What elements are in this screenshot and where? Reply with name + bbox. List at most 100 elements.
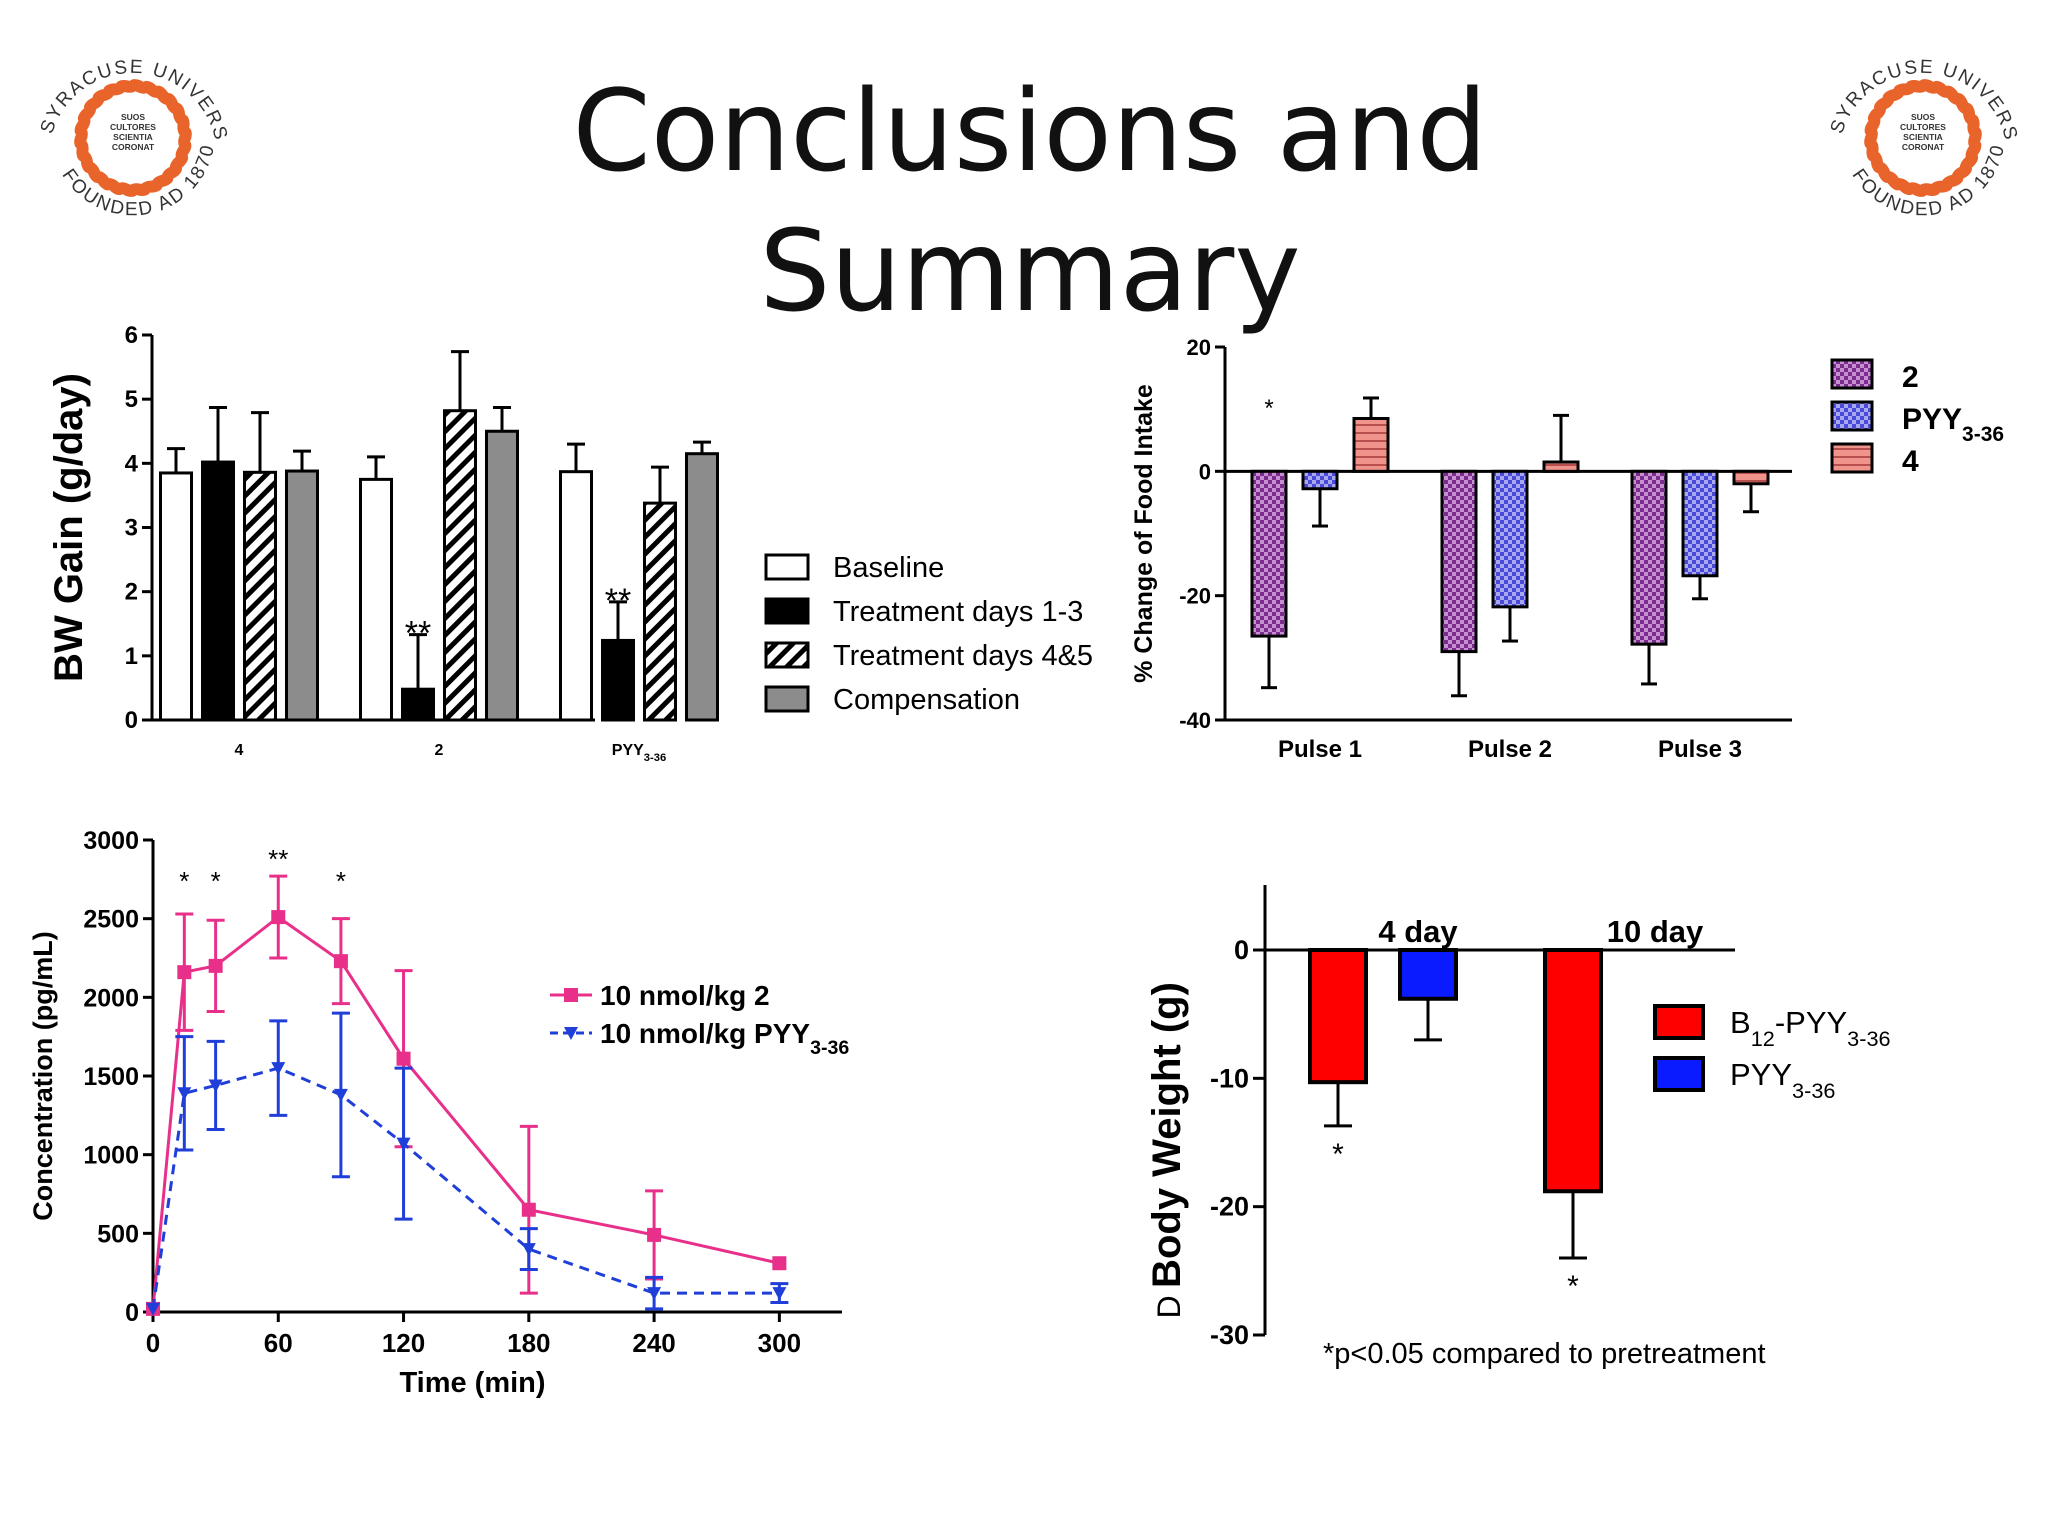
legend-swatch xyxy=(1830,358,1874,390)
y-tick-label: 2000 xyxy=(83,984,139,1012)
university-seal-logo: SYRACUSE UNIVERSITYFOUNDED AD 1870SUOSCU… xyxy=(28,26,230,220)
category-label: 4 day xyxy=(1378,914,1458,949)
y-tick-label: -30 xyxy=(1210,1320,1249,1350)
y-axis-label-prefix: D xyxy=(1151,1295,1187,1318)
bw-gain-chart: 0 1 2 3 4 5 6 BW Gain (g/day) 4 2 PYY3-36 ** ** Basel… xyxy=(47,322,1093,764)
seal-motto-word: SUOS xyxy=(1911,112,1935,122)
y-tick-label: -10 xyxy=(1210,1063,1249,1093)
y-tick-label: 6 xyxy=(125,322,138,349)
seal-motto-word: CULTORES xyxy=(110,122,156,132)
x-tick-label: 240 xyxy=(632,1328,675,1358)
y-tick-label: 20 xyxy=(1187,335,1211,360)
bar xyxy=(1250,469,1288,638)
legend-label: 10 nmol/kg 2 xyxy=(600,980,770,1011)
bar xyxy=(1440,469,1478,654)
y-tick-label: -40 xyxy=(1179,708,1211,733)
body-weight-chart: 0 -10 -20 -30 Body Weight (g) D 4 day 10 day * * B… xyxy=(1145,885,1891,1370)
bar xyxy=(1398,948,1458,1001)
significance-marker: ** xyxy=(605,582,631,620)
y-tick-label: 2 xyxy=(125,579,138,606)
y-axis-label: % Change of Food Intake xyxy=(1130,384,1158,683)
legend-marker xyxy=(564,988,578,1002)
seal-motto-word: CULTORES xyxy=(1900,122,1946,132)
significance-marker: * xyxy=(1332,1138,1344,1171)
x-tick-label: 60 xyxy=(264,1328,293,1358)
concentration-chart: 0 500 1000 1500 2000 2500 3000 0 60 120 180 240 300 T… xyxy=(28,827,849,1399)
data-point xyxy=(333,1088,348,1102)
bar xyxy=(201,460,235,722)
data-point xyxy=(772,1256,787,1271)
y-axis-label: Body Weight (g) xyxy=(1145,982,1189,1288)
legend-label: PYY3-36 xyxy=(1902,403,2004,446)
bar xyxy=(243,470,277,722)
legend-swatch xyxy=(1653,1004,1705,1040)
bar xyxy=(1542,460,1580,473)
significance-marker: * xyxy=(336,866,346,896)
legend-swatch xyxy=(1830,442,1874,474)
y-tick-label: 4 xyxy=(125,450,139,477)
bar xyxy=(1301,469,1339,491)
seal-motto-word: CORONAT xyxy=(1902,142,1945,152)
category-label: 10 day xyxy=(1607,914,1704,949)
y-tick-label: 1000 xyxy=(83,1142,139,1170)
x-tick-label: PYY3-36 xyxy=(612,742,666,764)
y-axis-label: Concentration (pg/mL) xyxy=(28,931,58,1220)
page-title: Conclusions and Summary xyxy=(572,67,1488,337)
data-point xyxy=(396,1137,411,1151)
legend-label: Treatment days 1-3 xyxy=(833,596,1083,628)
legend-label: 2 xyxy=(1902,361,1919,394)
series-line xyxy=(151,1066,780,1310)
y-tick-label: -20 xyxy=(1210,1192,1249,1222)
significance-marker: * xyxy=(1567,1270,1579,1303)
x-tick-label: 2 xyxy=(435,742,444,759)
x-tick-label: 0 xyxy=(146,1328,160,1358)
y-tick-label: 0 xyxy=(125,707,138,734)
bar xyxy=(443,409,477,722)
data-point xyxy=(271,1062,286,1076)
y-tick-label: 500 xyxy=(97,1220,139,1248)
bar xyxy=(643,501,677,722)
y-tick-label: 1500 xyxy=(83,1063,139,1091)
legend-label: 4 xyxy=(1902,445,1919,478)
y-tick-label: 3 xyxy=(125,515,138,542)
bar xyxy=(1308,948,1368,1085)
x-tick-label: 4 xyxy=(235,742,244,759)
y-tick-label: 0 xyxy=(1234,935,1249,965)
x-tick-label: Pulse 3 xyxy=(1658,736,1742,763)
bar xyxy=(1681,469,1719,578)
y-axis-label: BW Gain (g/day) xyxy=(47,373,91,682)
data-point xyxy=(521,1243,536,1257)
y-tick-label: 0 xyxy=(125,1299,139,1327)
bar xyxy=(1630,469,1668,646)
legend-swatch xyxy=(1830,400,1874,432)
data-point xyxy=(647,1227,662,1242)
legend-swatch xyxy=(1653,1056,1705,1092)
seal-motto-word: SUOS xyxy=(121,112,145,122)
bar xyxy=(401,687,435,722)
bar xyxy=(485,429,519,722)
seal-center xyxy=(1887,102,1959,174)
food-intake-chart: -40 -20 0 20 % Change of Food Intake Pulse 1 P… xyxy=(1130,335,2004,763)
legend-label: Compensation xyxy=(833,684,1020,716)
y-tick-label: 0 xyxy=(1199,459,1211,484)
university-seal-logo: SYRACUSE UNIVERSITYFOUNDED AD 1870SUOSCU… xyxy=(1818,26,2020,220)
legend-swatch xyxy=(764,553,810,581)
legend-label: 10 nmol/kg PYY3-36 xyxy=(600,1018,849,1059)
bar xyxy=(1732,469,1770,486)
significance-marker: * xyxy=(211,866,221,896)
bar xyxy=(601,638,635,722)
legend-swatch xyxy=(764,641,810,669)
y-tick-label: 2500 xyxy=(83,906,139,934)
bar xyxy=(685,452,719,722)
data-point xyxy=(177,1087,192,1101)
y-tick-label: 3000 xyxy=(83,827,139,855)
legend-swatch xyxy=(764,685,810,713)
seal-center xyxy=(97,102,169,174)
legend-label: B12-PYY3-36 xyxy=(1730,1005,1891,1051)
bar xyxy=(559,470,593,722)
y-tick-label: 1 xyxy=(125,643,138,670)
data-point xyxy=(208,958,223,973)
legend-label: Treatment days 4&5 xyxy=(833,640,1093,672)
wreath-leaf xyxy=(1967,114,1980,137)
data-point xyxy=(521,1202,536,1217)
